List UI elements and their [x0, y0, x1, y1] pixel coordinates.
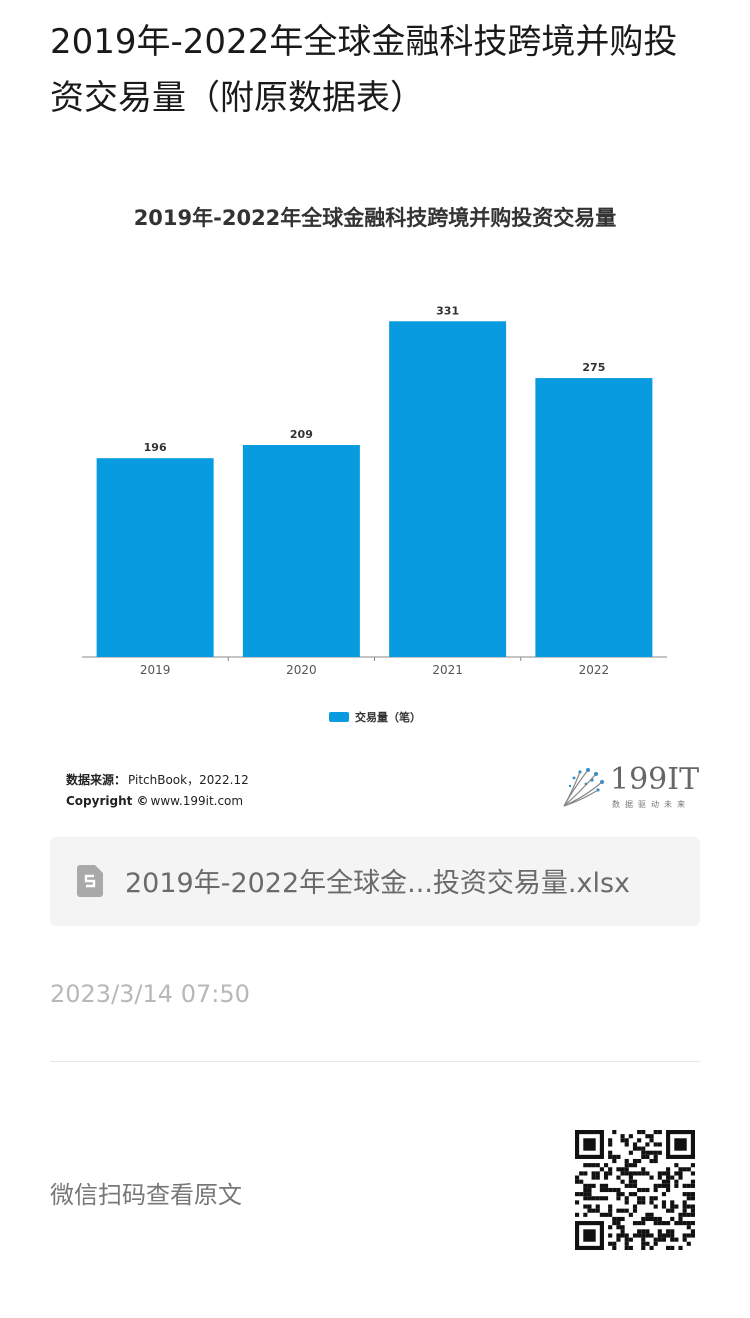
x-tick-label-2021: 2021	[432, 663, 463, 677]
logo-text: 199IT	[610, 762, 700, 797]
legend-swatch	[329, 712, 349, 722]
bar-2020	[242, 445, 360, 657]
wechat-scan-prompt: 微信扫码查看原文	[50, 1181, 242, 1209]
attachment-file-name[interactable]: 2019年-2022年全球金...投资交易量.xlsx	[125, 868, 631, 899]
spreadsheet-file-icon	[77, 865, 103, 897]
page-title: 2019年-2022年全球金融科技跨境并购投资交易量（附原数据表）	[50, 22, 678, 118]
logo-dots-icon	[563, 768, 604, 807]
data-label-2020: 209	[290, 428, 313, 441]
qr-code[interactable]	[575, 1130, 695, 1250]
attachment-file-card[interactable]: 2019年-2022年全球金...投资交易量.xlsx	[50, 837, 700, 926]
post-timestamp: 2023/3/14 07:50	[50, 980, 250, 1008]
divider	[50, 1061, 700, 1062]
copyright-label: Copyright ©	[66, 794, 149, 808]
data-label-2022: 275	[582, 361, 605, 374]
chart-title: 2019年-2022年全球金融科技跨境并购投资交易量	[133, 206, 617, 230]
data-label-2021: 331	[436, 304, 459, 317]
source-value: PitchBook，2022.12	[128, 773, 249, 787]
x-tick-label-2022: 2022	[579, 663, 610, 677]
source-block: 数据来源： PitchBook，2022.12 Copyright © www.…	[66, 770, 249, 812]
chart-legend: 交易量（笔）	[50, 709, 700, 725]
bar-2019	[96, 458, 214, 657]
source-label: 数据来源：	[66, 773, 127, 787]
data-label-2019: 196	[144, 441, 167, 454]
logo-subtitle: 数据驱动未来	[612, 800, 690, 809]
bar-chart: 196 2019 209 2020 331 2021 275 2022	[82, 304, 667, 677]
199it-logo: 199IT 数据驱动未来	[558, 762, 700, 814]
bar-2022	[535, 378, 653, 657]
chart-image: 2019年-2022年全球金融科技跨境并购投资交易量 196 2019 209 202…	[50, 180, 700, 820]
x-tick-label-2019: 2019	[140, 663, 171, 677]
copyright-value: www.199it.com	[150, 794, 244, 808]
bar-2021	[389, 321, 507, 657]
legend-label: 交易量（笔）	[355, 711, 421, 724]
x-tick-label-2020: 2020	[286, 663, 317, 677]
